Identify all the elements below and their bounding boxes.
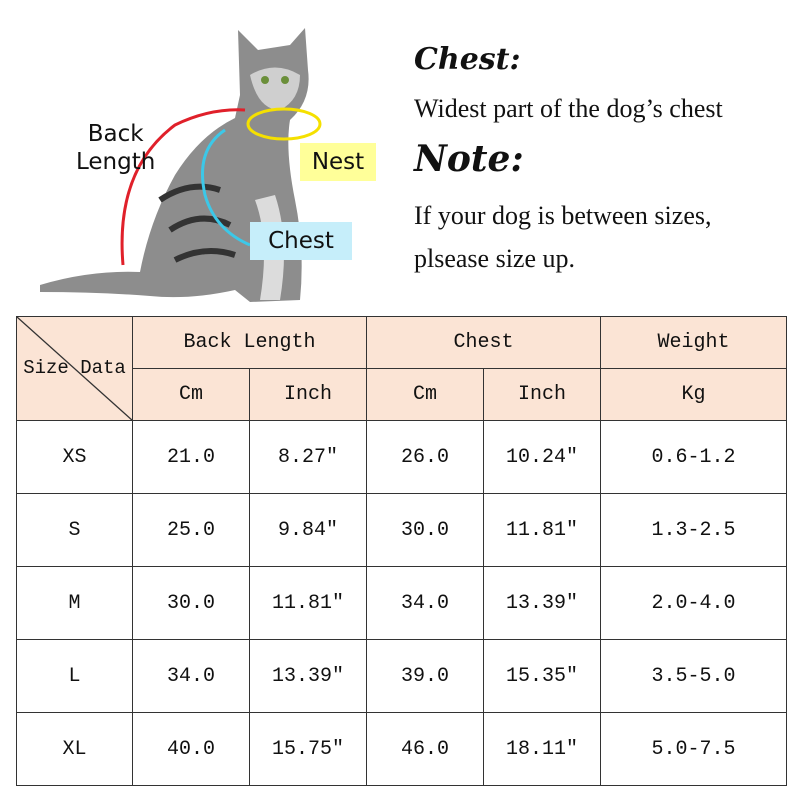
table-row: M 30.0 11.81″ 34.0 13.39″ 2.0-4.0 [16, 566, 787, 640]
chest-label: Chest [250, 222, 352, 260]
diagonal-divider [17, 317, 133, 421]
value-cell: 30.0 [366, 493, 484, 567]
group-header: Back Length [132, 316, 367, 369]
size-cell: M [16, 566, 133, 640]
size-cell: XL [16, 712, 133, 786]
value-cell: 1.3-2.5 [600, 493, 787, 567]
table-row: XS 21.0 8.27″ 26.0 10.24″ 0.6-1.2 [16, 420, 787, 494]
note-line-2: plsease size up. [414, 244, 576, 273]
size-cell: L [16, 639, 133, 713]
value-cell: 9.84″ [249, 493, 367, 567]
value-cell: 13.39″ [483, 566, 601, 640]
nest-line [246, 107, 322, 141]
note-heading: Note: [414, 138, 524, 180]
nest-label: Nest [300, 143, 376, 181]
table-row: S 25.0 9.84″ 30.0 11.81″ 1.3-2.5 [16, 493, 787, 567]
size-table: Size Data Back Length Chest Weight Cm In… [16, 316, 787, 786]
value-cell: 0.6-1.2 [600, 420, 787, 494]
value-cell: 13.39″ [249, 639, 367, 713]
group-header: Weight [600, 316, 787, 369]
cat-illustration [40, 28, 322, 302]
value-cell: 26.0 [366, 420, 484, 494]
note-line-1: If your dog is between sizes, [414, 201, 712, 230]
group-header: Chest [366, 316, 601, 369]
back-length-line [120, 108, 246, 266]
chest-description: Widest part of the dog’s chest [414, 94, 723, 123]
value-cell: 46.0 [366, 712, 484, 786]
corner-cell: Size Data [16, 316, 133, 421]
unit-header: Inch [249, 368, 367, 421]
back-length-label: Back Length [76, 121, 156, 175]
size-cell: S [16, 493, 133, 567]
chest-line [201, 128, 251, 247]
unit-header: Inch [483, 368, 601, 421]
value-cell: 3.5-5.0 [600, 639, 787, 713]
value-cell: 11.81″ [249, 566, 367, 640]
unit-header: Cm [132, 368, 250, 421]
unit-header: Cm [366, 368, 484, 421]
value-cell: 15.75″ [249, 712, 367, 786]
table-row: L 34.0 13.39″ 39.0 15.35″ 3.5-5.0 [16, 639, 787, 713]
value-cell: 21.0 [132, 420, 250, 494]
value-cell: 25.0 [132, 493, 250, 567]
value-cell: 10.24″ [483, 420, 601, 494]
corner-label: Size Data [23, 357, 126, 379]
value-cell: 40.0 [132, 712, 250, 786]
unit-header: Kg [600, 368, 787, 421]
table-row: XL 40.0 15.75″ 46.0 18.11″ 5.0-7.5 [16, 712, 787, 786]
chest-heading: Chest: [414, 42, 521, 77]
value-cell: 39.0 [366, 639, 484, 713]
value-cell: 34.0 [132, 639, 250, 713]
size-cell: XS [16, 420, 133, 494]
value-cell: 2.0-4.0 [600, 566, 787, 640]
value-cell: 11.81″ [483, 493, 601, 567]
value-cell: 5.0-7.5 [600, 712, 787, 786]
value-cell: 15.35″ [483, 639, 601, 713]
value-cell: 8.27″ [249, 420, 367, 494]
value-cell: 18.11″ [483, 712, 601, 786]
value-cell: 30.0 [132, 566, 250, 640]
value-cell: 34.0 [366, 566, 484, 640]
